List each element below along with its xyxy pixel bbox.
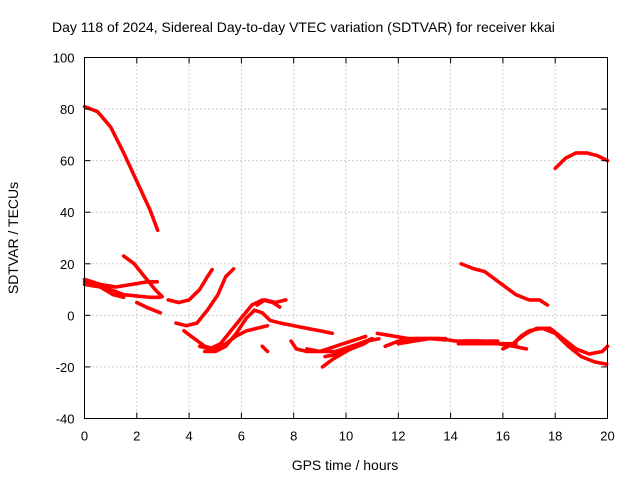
sdtvar-arc-06 bbox=[135, 300, 163, 315]
sdtvar-arc-11 bbox=[203, 308, 283, 354]
x-axis-label: GPS time / hours bbox=[292, 457, 399, 473]
x-tick-label: 0 bbox=[81, 429, 88, 444]
y-tick-label: -40 bbox=[56, 412, 75, 427]
y-tick-label: 100 bbox=[53, 51, 75, 66]
x-tick-label: 6 bbox=[238, 429, 245, 444]
sdtvar-arc-21 bbox=[396, 336, 448, 346]
sdtvar-arc-08 bbox=[174, 267, 236, 328]
grid-layer bbox=[84, 57, 608, 419]
x-tick-label: 16 bbox=[496, 429, 510, 444]
x-tick-label: 8 bbox=[290, 429, 297, 444]
sdtvar-arc-03 bbox=[82, 280, 163, 300]
x-tick-label: 2 bbox=[133, 429, 140, 444]
y-tick-label: 0 bbox=[67, 308, 74, 323]
x-tick-label: 4 bbox=[185, 429, 192, 444]
sdtvar-arc-07 bbox=[166, 267, 215, 305]
x-tick-label: 10 bbox=[339, 429, 353, 444]
chart-title: Day 118 of 2024, Sidereal Day-to-day VTE… bbox=[52, 19, 555, 35]
y-axis-label: SDTVAR / TECUs bbox=[5, 182, 21, 294]
series-layer bbox=[82, 104, 610, 369]
y-tick-label: 80 bbox=[60, 102, 74, 117]
sdtvar-arc-01 bbox=[82, 104, 160, 233]
sdtvar-arc-23 bbox=[461, 339, 529, 351]
x-tick-label: 14 bbox=[443, 429, 457, 444]
sdtvar-arc-26 bbox=[514, 326, 610, 356]
y-tick-label: 40 bbox=[60, 205, 74, 220]
sdtvar-arc-18 bbox=[323, 336, 374, 359]
sdtvar-arc-05 bbox=[121, 254, 165, 300]
y-tick-label: 60 bbox=[60, 154, 74, 169]
x-tick-label: 20 bbox=[600, 429, 614, 444]
sdtvar-arc-27 bbox=[553, 151, 610, 171]
sdtvar-arc-04 bbox=[82, 282, 126, 300]
x-tick-label: 18 bbox=[548, 429, 562, 444]
tick-layer: 0 2 4 6 8 10 12 14 16 18 20 -40 -20 0 20 40 60 80 100 bbox=[53, 51, 615, 444]
sdtvar-arc-12 bbox=[255, 298, 288, 307]
sdtvar-arc-13 bbox=[260, 344, 270, 354]
sdtvar-arc-14 bbox=[278, 321, 335, 336]
y-tick-label: -20 bbox=[56, 360, 75, 375]
x-tick-label: 12 bbox=[391, 429, 405, 444]
sdtvar-arc-24 bbox=[459, 262, 550, 307]
y-tick-label: 20 bbox=[60, 257, 74, 272]
